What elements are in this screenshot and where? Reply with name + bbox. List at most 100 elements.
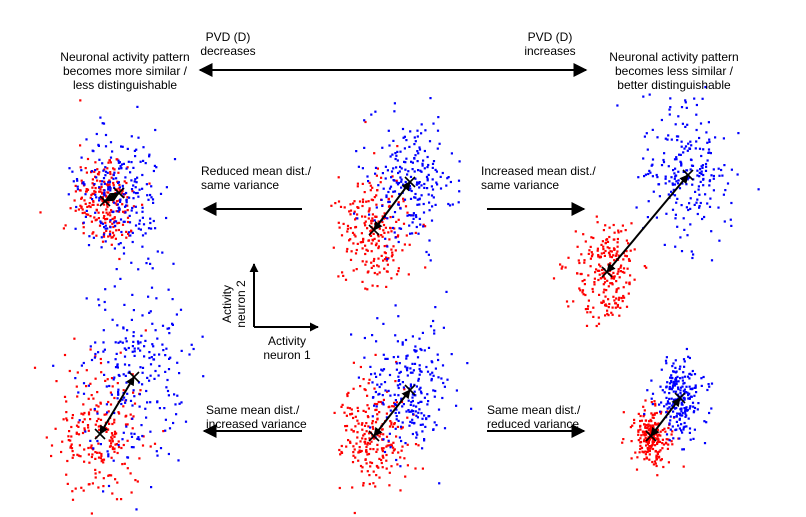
data-point <box>354 218 357 221</box>
data-point <box>377 265 380 268</box>
data-point <box>117 392 120 396</box>
data-point <box>117 210 121 213</box>
data-point <box>152 345 155 348</box>
data-point <box>94 169 97 172</box>
data-point <box>654 421 657 425</box>
data-point <box>418 198 421 201</box>
data-point <box>675 201 678 204</box>
data-point <box>596 221 599 224</box>
data-point <box>86 205 89 208</box>
data-point <box>87 244 91 247</box>
data-point <box>62 418 65 421</box>
data-point <box>677 388 680 391</box>
data-point <box>366 288 369 291</box>
data-point <box>116 481 119 484</box>
data-point <box>119 351 122 354</box>
data-point <box>352 387 355 390</box>
data-point <box>450 353 453 356</box>
data-point <box>103 189 106 192</box>
data-point <box>451 203 454 206</box>
data-point <box>687 176 690 179</box>
data-point <box>613 231 616 234</box>
data-point <box>422 202 425 206</box>
data-point <box>122 373 125 376</box>
data-point <box>79 99 82 102</box>
data-point <box>373 437 376 440</box>
data-point <box>436 147 439 150</box>
data-point <box>676 375 679 378</box>
data-point <box>395 401 398 404</box>
data-point <box>164 354 167 357</box>
data-point <box>142 146 145 149</box>
data-point <box>661 429 664 432</box>
mean-marker <box>368 430 380 442</box>
data-point <box>425 365 428 369</box>
data-point <box>405 157 408 160</box>
data-point <box>179 308 183 311</box>
data-point <box>84 430 87 433</box>
label-line: Same mean dist./ <box>487 403 581 417</box>
data-point <box>97 351 100 354</box>
data-point <box>388 425 392 428</box>
data-point <box>419 386 422 389</box>
data-point <box>409 130 412 133</box>
data-point <box>125 425 128 428</box>
data-point <box>675 420 678 423</box>
data-point <box>97 298 100 301</box>
data-point <box>703 215 706 219</box>
data-point <box>352 202 355 205</box>
data-point <box>587 274 590 277</box>
data-point <box>402 386 405 389</box>
data-point <box>94 161 97 164</box>
data-point <box>616 237 619 241</box>
data-point <box>697 402 700 405</box>
data-point <box>395 418 398 421</box>
data-point <box>426 155 429 159</box>
data-point <box>121 203 124 206</box>
data-point <box>445 184 448 187</box>
data-point <box>405 357 408 360</box>
data-point <box>693 373 697 376</box>
data-point <box>119 198 122 201</box>
data-point <box>153 377 156 380</box>
data-point <box>61 440 64 443</box>
data-point <box>710 407 713 410</box>
data-point <box>369 189 372 192</box>
data-point <box>426 393 429 396</box>
data-point <box>614 306 617 309</box>
data-point <box>83 418 86 421</box>
data-point <box>151 343 154 346</box>
data-point <box>677 115 680 118</box>
data-point <box>168 357 171 360</box>
data-point <box>602 283 605 286</box>
data-point <box>685 408 688 411</box>
data-point <box>718 239 721 242</box>
data-point <box>403 135 406 138</box>
data-point <box>387 190 390 194</box>
data-point <box>399 383 402 386</box>
data-point <box>151 322 154 325</box>
data-point <box>592 236 595 240</box>
data-point <box>676 412 679 415</box>
data-point <box>82 221 85 224</box>
data-point <box>601 268 604 271</box>
data-point <box>156 250 159 253</box>
data-point <box>609 282 612 285</box>
data-point <box>386 263 389 266</box>
data-point <box>124 176 127 179</box>
data-point <box>441 396 444 400</box>
data-point <box>387 389 390 392</box>
data-point <box>106 378 109 381</box>
data-point <box>102 477 105 480</box>
data-point <box>708 184 711 187</box>
data-point <box>138 393 141 396</box>
data-point <box>706 388 709 392</box>
data-point <box>352 430 355 433</box>
data-point <box>85 188 88 191</box>
data-point <box>138 438 141 441</box>
data-point <box>382 447 385 450</box>
data-point <box>66 459 69 463</box>
mean-marker <box>404 384 416 396</box>
data-point <box>708 138 711 141</box>
data-point <box>419 400 422 403</box>
